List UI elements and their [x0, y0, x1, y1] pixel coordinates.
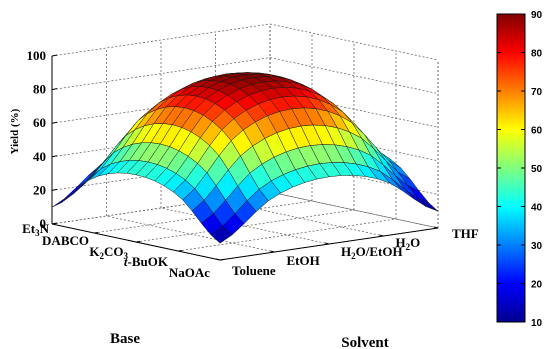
solvent-tick-mark [434, 227, 438, 228]
solvent-tick-label: H2O [396, 235, 421, 252]
solvent-tick-label: EtOH [287, 253, 320, 268]
colorbar-tick-label: 60 [531, 126, 543, 137]
surface-patch [76, 169, 98, 188]
grid-line [107, 216, 275, 252]
colorbar-tick-label: 90 [531, 10, 543, 21]
z-tick-label: 40 [33, 149, 46, 164]
z-tick-mark [52, 122, 57, 123]
solvent-tick-mark [325, 243, 329, 244]
colorbar-tick-label: 50 [531, 164, 543, 175]
colorbar-tick-label: 20 [531, 280, 543, 291]
colorbar-tick-label: 80 [531, 49, 543, 60]
base-tick-label: NaOAc [169, 265, 210, 280]
colorbar-tick-label: 10 [531, 318, 543, 329]
base-tick-mark [94, 233, 98, 234]
colorbar-tick-label: 40 [531, 203, 543, 214]
base-tick-label: DABCO [42, 233, 89, 248]
base-tick-label: t-BuOK [124, 254, 169, 269]
z-tick-label: 80 [33, 82, 46, 97]
z-tick-mark [52, 89, 57, 90]
base-tick-mark [52, 224, 56, 225]
solvent-tick-label: THF [452, 226, 479, 241]
base-tick-mark [220, 260, 224, 261]
z-tick-label: 20 [33, 182, 46, 197]
z-axis-title: Yield (%) [9, 108, 21, 154]
solvent-tick-mark [271, 251, 275, 252]
solvent-tick-mark [380, 235, 384, 236]
grid-line [270, 24, 438, 60]
z-tick-mark [52, 55, 57, 56]
base-tick-mark [136, 242, 140, 243]
base-axis-title: Base [110, 331, 140, 347]
solvent-axis-title: Solvent [341, 335, 389, 349]
z-tick-mark [52, 156, 57, 157]
surface [52, 73, 438, 244]
surface-patch [64, 182, 86, 199]
base-tick-label: K2CO3 [89, 244, 128, 261]
base-tick-mark [178, 251, 182, 252]
colorbar-tick-label: 70 [531, 87, 543, 98]
solvent-tick-label: H2O/EtOH [341, 244, 403, 261]
surface-patch [417, 197, 438, 211]
z-tick-mark [52, 189, 57, 190]
colorbar-gradient [497, 14, 525, 322]
colorbar: 10 20 30 40 50 60 70 80 90 [497, 10, 543, 329]
solvent-tick-mark [216, 259, 220, 260]
solvent-tick-label: Toluene [232, 263, 276, 278]
colorbar-tick-label: 30 [531, 241, 543, 252]
z-tick-label: 60 [33, 115, 46, 130]
z-tick-label: 100 [27, 48, 47, 63]
